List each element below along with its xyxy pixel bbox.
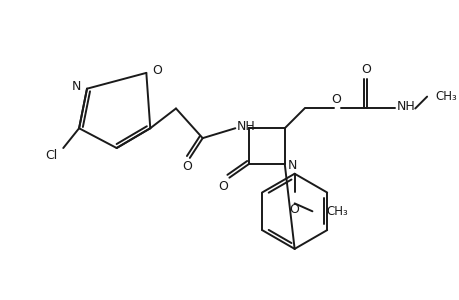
Text: O: O: [360, 63, 370, 76]
Text: O: O: [181, 160, 191, 173]
Text: O: O: [152, 64, 162, 77]
Text: CH₃: CH₃: [434, 90, 456, 103]
Text: NH: NH: [396, 100, 415, 113]
Text: O: O: [289, 203, 299, 216]
Text: O: O: [218, 180, 228, 193]
Text: O: O: [330, 93, 341, 106]
Text: Cl: Cl: [45, 149, 57, 162]
Text: NH: NH: [236, 120, 255, 133]
Text: CH₃: CH₃: [325, 205, 347, 218]
Text: N: N: [287, 159, 297, 172]
Text: N: N: [72, 80, 81, 93]
